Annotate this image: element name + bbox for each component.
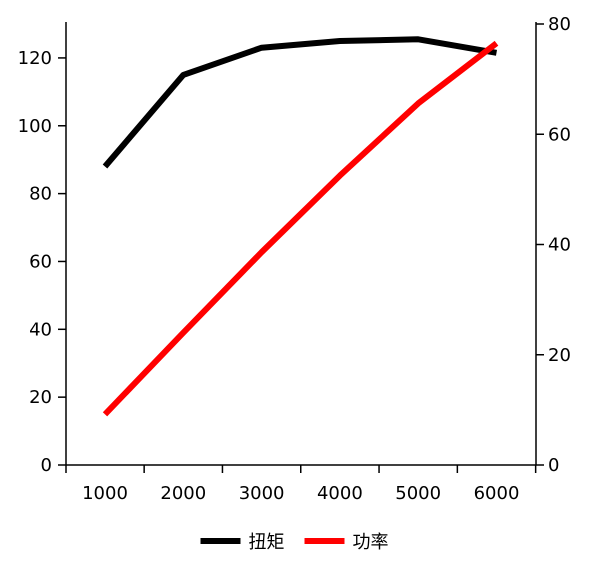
series-line (105, 39, 497, 166)
left-y-tick-label: 80 (29, 184, 52, 205)
x-tick-label: 3000 (239, 483, 285, 504)
right-y-tick-label: 40 (548, 235, 571, 256)
left-y-tick-label: 0 (41, 455, 52, 476)
series-1 (105, 39, 497, 166)
right-y-tick-label: 20 (548, 345, 571, 366)
x-tick-label: 5000 (395, 483, 441, 504)
axes-layer: 0 20 40 60 80 100 120 0 20 40 60 80 1000 2000 3000 4000… (18, 14, 571, 504)
x-tick-label: 1000 (82, 483, 128, 504)
x-tick-label: 2000 (160, 483, 206, 504)
legend: 扭矩 功率 (201, 532, 389, 553)
legend-label: 功率 (353, 532, 389, 553)
legend-item: 功率 (305, 532, 389, 553)
right-y-tick-label: 0 (548, 455, 559, 476)
x-tick-label: 4000 (317, 483, 363, 504)
right-y-tick-label: 60 (548, 124, 571, 145)
series-layer (105, 39, 497, 414)
left-y-tick-label: 40 (29, 319, 52, 340)
left-y-tick-label: 20 (29, 387, 52, 408)
left-y-tick-label: 120 (18, 48, 52, 69)
x-tick-label: 6000 (474, 483, 520, 504)
legend-label: 扭矩 (249, 532, 285, 553)
left-y-tick-label: 100 (18, 116, 52, 137)
legend-item: 扭矩 (201, 532, 285, 553)
left-y-tick-label: 60 (29, 251, 52, 272)
right-y-tick-label: 80 (548, 14, 571, 35)
